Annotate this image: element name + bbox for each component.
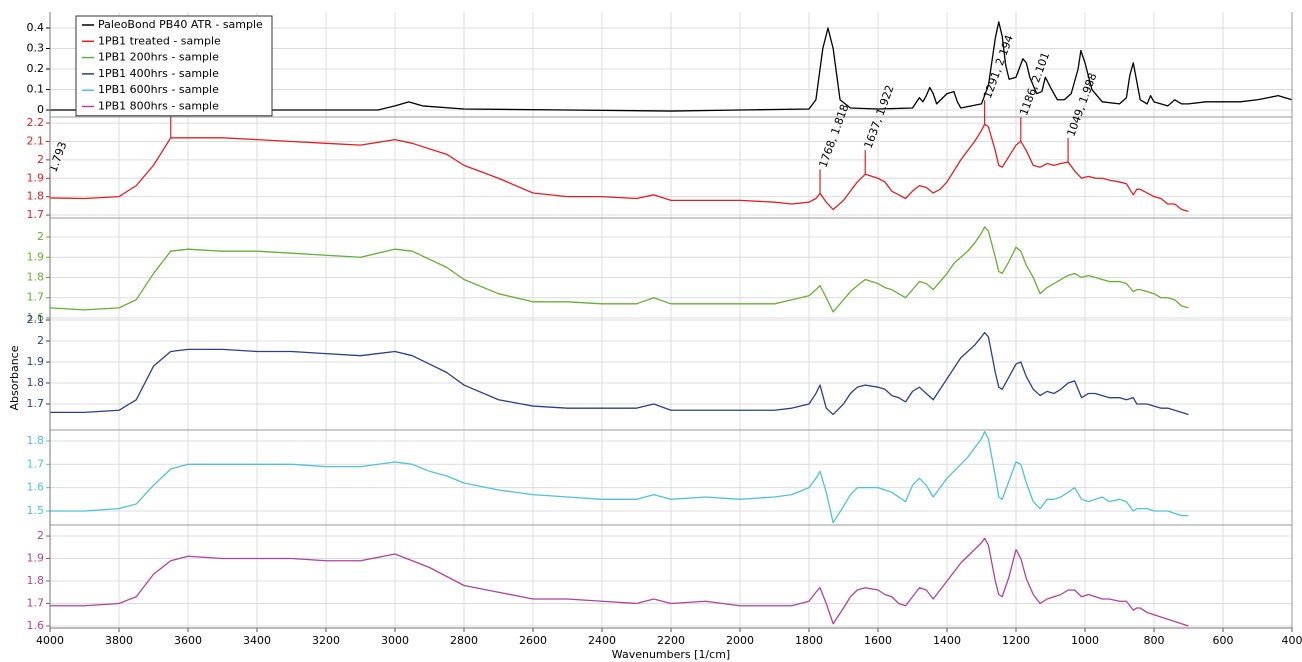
legend-label: 1PB1 400hrs - sample	[98, 67, 219, 80]
y-tick-label: 1.8	[27, 434, 45, 447]
y-tick-label: 0.2	[27, 62, 45, 75]
legend-box	[75, 15, 273, 117]
spectrum-line	[49, 226, 1189, 313]
y-tick-label: 1.7	[27, 596, 45, 609]
x-tick-label: 600	[1213, 634, 1234, 647]
y-tick-label: 2.2	[27, 116, 45, 129]
y-axis-label: Absorbance	[8, 345, 21, 410]
legend-label: 1PB1 600hrs - sample	[98, 83, 219, 96]
panel	[50, 331, 1189, 416]
x-tick-label: 3800	[105, 634, 133, 647]
y-tick-label: 1.5	[27, 504, 45, 517]
x-tick-label: 1400	[933, 634, 961, 647]
x-tick-label: 1800	[795, 634, 823, 647]
x-tick-label: 800	[1144, 634, 1165, 647]
y-tick-label: 0.4	[27, 21, 45, 34]
legend-label: PaleoBond PB40 ATR - sample	[98, 18, 263, 31]
y-tick-label: 1.9	[27, 250, 45, 263]
x-tick-label: 1200	[1002, 634, 1030, 647]
y-tick-label: 2	[37, 529, 44, 542]
x-tick-label: 2400	[588, 634, 616, 647]
legend-label: 1PB1 800hrs - sample	[98, 100, 219, 113]
y-tick-label: 0.3	[27, 42, 45, 55]
spectrum-line	[50, 21, 1293, 112]
y-tick-label: 1.6	[27, 311, 45, 324]
x-tick-label: 3400	[243, 634, 271, 647]
y-tick-label: 0.1	[27, 83, 45, 96]
y-tick-label: 1.7	[27, 457, 45, 470]
spectrum-line	[50, 430, 1189, 524]
y-tick-label: 1.9	[27, 171, 45, 184]
x-tick-label: 2600	[519, 634, 547, 647]
x-tick-label: 2000	[726, 634, 754, 647]
y-tick-label: 1.8	[27, 271, 45, 284]
x-tick-label: 400	[1282, 634, 1302, 647]
y-tick-label: 1.6	[27, 481, 45, 494]
y-tick-label: 1.7	[27, 208, 45, 221]
y-tick-label: 2.1	[27, 134, 45, 147]
y-tick-label: 1.8	[27, 574, 45, 587]
panel	[50, 21, 1293, 112]
x-tick-label: 2800	[450, 634, 478, 647]
panel	[49, 226, 1189, 313]
x-tick-label: 1000	[1071, 634, 1099, 647]
spectrum-line	[49, 123, 1189, 213]
y-tick-label: 2.1	[27, 313, 45, 326]
x-tick-label: 4000	[36, 634, 64, 647]
panel	[50, 430, 1189, 524]
y-tick-label: 1.7	[27, 291, 45, 304]
y-tick-label: 1.8	[27, 190, 45, 203]
x-axis-label: Wavenumbers [1/cm]	[612, 648, 730, 661]
y-tick-label: 2	[37, 334, 44, 347]
x-tick-label: 3200	[312, 634, 340, 647]
x-tick-label: 1600	[864, 634, 892, 647]
x-tick-label: 3600	[174, 634, 202, 647]
y-tick-label: 1.9	[27, 355, 45, 368]
panel	[50, 537, 1189, 627]
y-tick-label: 1.6	[27, 619, 45, 632]
panel	[49, 123, 1189, 213]
spectrum-line	[50, 537, 1189, 627]
y-tick-label: 2	[37, 230, 44, 243]
y-tick-label: 1.9	[27, 552, 45, 565]
x-tick-label: 2200	[657, 634, 685, 647]
y-tick-label: 2	[37, 153, 44, 166]
y-tick-label: 1.8	[27, 376, 45, 389]
spectrum-line	[50, 331, 1189, 416]
y-tick-label: 1.7	[27, 397, 45, 410]
x-tick-label: 3000	[381, 634, 409, 647]
y-tick-label: 0	[37, 103, 44, 116]
legend-label: 1PB1 200hrs - sample	[98, 51, 219, 64]
legend-label: 1PB1 treated - sample	[98, 34, 221, 47]
